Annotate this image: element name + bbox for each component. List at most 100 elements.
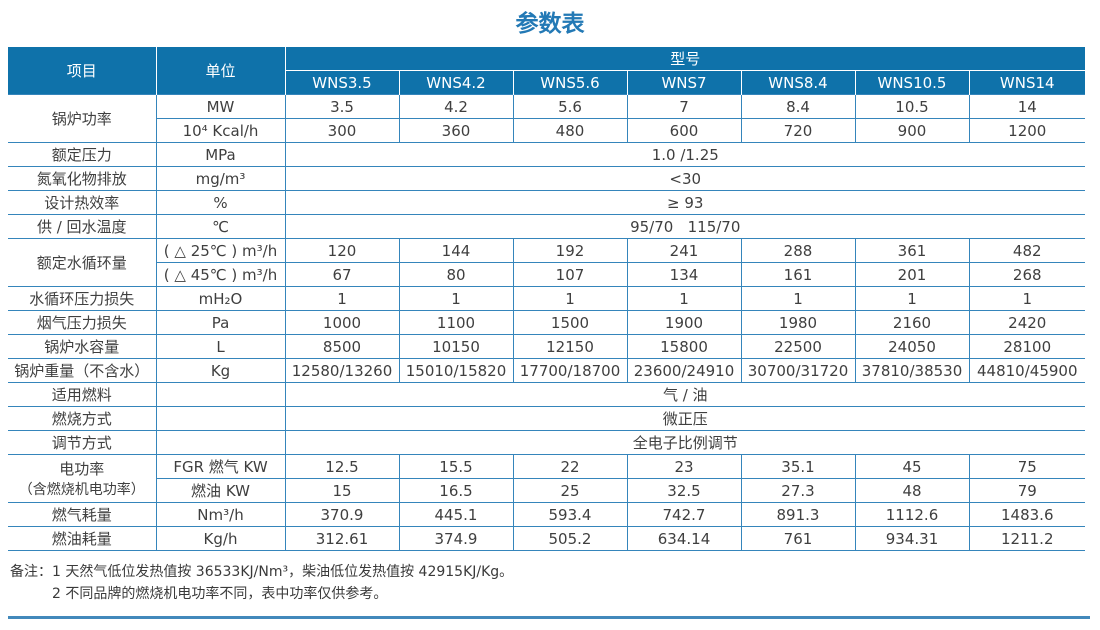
unit-cell: 10⁴ Kcal/h	[155, 118, 286, 143]
value-cell: 192	[512, 238, 628, 263]
value-cell: 1	[398, 286, 514, 311]
param-label: 锅炉功率	[8, 94, 157, 143]
table-row: 调节方式 全电子比例调节	[8, 430, 1085, 455]
span-value-cell: 气 / 油	[284, 382, 1085, 407]
value-cell: 370.9	[284, 502, 400, 527]
notes-label: 备注：	[10, 564, 52, 580]
unit-cell: mg/m³	[155, 166, 286, 191]
table-row: 额定压力 MPa 1.0 /1.25	[8, 142, 1085, 167]
unit-cell	[155, 382, 286, 407]
value-cell: 134	[626, 262, 742, 287]
value-cell: 288	[740, 238, 856, 263]
value-cell: 10150	[398, 334, 514, 359]
value-cell: 23	[626, 454, 742, 479]
table-row: 电功率 （含燃烧机电功率） FGR 燃气 KW 12.5 15.5 22 23 …	[8, 454, 1085, 503]
value-cell: 23600/24910	[626, 358, 742, 383]
value-cell: 2420	[968, 310, 1085, 335]
value-cell: 15800	[626, 334, 742, 359]
unit-cell: %	[155, 190, 286, 215]
value-cell: 300	[284, 118, 400, 143]
value-cell: 1500	[512, 310, 628, 335]
param-label-line2: （含燃烧机电功率）	[18, 482, 145, 498]
value-cell: 4.2	[398, 94, 514, 119]
table-row: 额定水循环量 ( △ 25℃ ) m³/h 120 144 192 241 28…	[8, 238, 1085, 287]
param-label: 锅炉重量（不含水）	[8, 358, 157, 383]
table-row: 锅炉功率 MW 3.5 4.2 5.6 7 8.4 10.5 14	[8, 94, 1085, 143]
unit-cell: Pa	[155, 310, 286, 335]
notes-block: 备注： 1 天然气低位发热值按 36533KJ/Nm³，柴油低位发热值按 429…	[10, 562, 513, 605]
value-cell: 48	[854, 478, 970, 503]
value-cell: 445.1	[398, 502, 514, 527]
header-row-models: WNS3.5 WNS4.2 WNS5.6 WNS7 WNS8.4 WNS10.5…	[8, 70, 1085, 95]
table-row: 氮氧化物排放 mg/m³ <30	[8, 166, 1085, 191]
value-cell: 15.5	[398, 454, 514, 479]
value-cell: 27.3	[740, 478, 856, 503]
model-header: WNS7	[626, 70, 742, 95]
unit-cell: Kg	[155, 358, 286, 383]
value-cell: 67	[284, 262, 400, 287]
unit-cell: L	[155, 334, 286, 359]
value-cell: 900	[854, 118, 970, 143]
value-cell: 15010/15820	[398, 358, 514, 383]
model-header: WNS5.6	[512, 70, 628, 95]
value-cell: 8.4	[740, 94, 856, 119]
unit-cell: MPa	[155, 142, 286, 167]
value-cell: 1000	[284, 310, 400, 335]
page-title: 参数表	[515, 11, 585, 37]
value-cell: 1	[512, 286, 628, 311]
table-row: 10⁴ Kcal/h 300 360 480 600 720 900 1200	[8, 118, 1085, 143]
table-row: ( △ 45℃ ) m³/h 67 80 107 134 161 201 268	[8, 262, 1085, 287]
value-cell: 268	[968, 262, 1085, 287]
value-cell: 1900	[626, 310, 742, 335]
value-cell: 1100	[398, 310, 514, 335]
table-row: 适用燃料 气 / 油	[8, 382, 1085, 407]
param-label: 调节方式	[8, 430, 157, 455]
param-label: 锅炉水容量	[8, 334, 157, 359]
value-cell: 312.61	[284, 526, 400, 551]
param-label: 设计热效率	[8, 190, 157, 215]
param-label: 额定压力	[8, 142, 157, 167]
value-cell: 634.14	[626, 526, 742, 551]
unit-cell: MW	[155, 94, 286, 119]
header-unit: 单位	[155, 47, 286, 95]
value-cell: 14	[968, 94, 1085, 119]
value-cell: 742.7	[626, 502, 742, 527]
value-cell: 16.5	[398, 478, 514, 503]
value-cell: 10.5	[854, 94, 970, 119]
unit-cell	[155, 430, 286, 455]
unit-cell: ℃	[155, 214, 286, 239]
value-cell: 1	[854, 286, 970, 311]
value-cell: 75	[968, 454, 1085, 479]
value-cell: 1211.2	[968, 526, 1085, 551]
table-row: 供 / 回水温度 ℃ 95/70 115/70	[8, 214, 1085, 239]
value-cell: 3.5	[284, 94, 400, 119]
span-value-cell: 微正压	[284, 406, 1085, 431]
unit-cell: mH₂O	[155, 286, 286, 311]
table-row: 设计热效率 % ≥ 93	[8, 190, 1085, 215]
value-cell: 505.2	[512, 526, 628, 551]
note-line: 2 不同品牌的燃烧机电功率不同，表中功率仅供参考。	[52, 585, 388, 602]
value-cell: 80	[398, 262, 514, 287]
unit-cell: ( △ 45℃ ) m³/h	[155, 262, 286, 287]
value-cell: 5.6	[512, 94, 628, 119]
value-cell: 107	[512, 262, 628, 287]
value-cell: 241	[626, 238, 742, 263]
span-value-cell: 95/70 115/70	[284, 214, 1085, 239]
value-cell: 1200	[968, 118, 1085, 143]
value-cell: 934.31	[854, 526, 970, 551]
parameters-table: 项目 单位 型号 WNS3.5 WNS4.2 WNS5.6 WNS7 WNS8.…	[8, 47, 1085, 551]
span-value-cell: 全电子比例调节	[284, 430, 1085, 455]
bottom-divider	[8, 616, 1090, 619]
value-cell: 374.9	[398, 526, 514, 551]
value-cell: 144	[398, 238, 514, 263]
unit-cell: FGR 燃气 KW	[155, 454, 286, 479]
value-cell: 17700/18700	[512, 358, 628, 383]
param-label: 燃油耗量	[8, 526, 157, 551]
value-cell: 25	[512, 478, 628, 503]
param-label: 适用燃料	[8, 382, 157, 407]
value-cell: 35.1	[740, 454, 856, 479]
model-header: WNS3.5	[284, 70, 400, 95]
table-row: 燃油 KW 15 16.5 25 32.5 27.3 48 79	[8, 478, 1085, 503]
value-cell: 482	[968, 238, 1085, 263]
value-cell: 22	[512, 454, 628, 479]
